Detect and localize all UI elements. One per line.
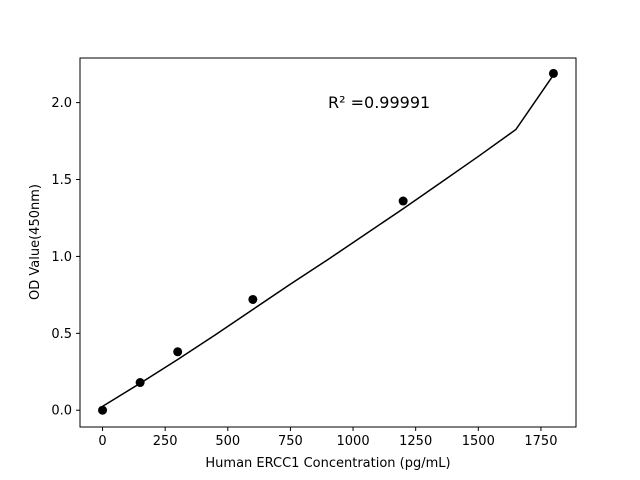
y-axis-label: OD Value(450nm) [28,184,43,300]
data-point [173,347,183,357]
y-tick-label: 2.0 [51,96,72,111]
data-point [248,294,258,304]
y-axis-ticks: 0.0 0.5 1.0 1.5 2.0 [51,96,80,419]
x-tick-label: 1750 [524,434,557,449]
x-tick-label: 0 [98,434,106,449]
x-tick-label: 500 [215,434,240,449]
y-tick-label: 1.0 [51,250,72,265]
data-point [98,405,108,415]
x-tick-label: 1000 [337,434,370,449]
y-tick-label: 0.0 [51,404,72,419]
x-tick-label: 1500 [462,434,495,449]
x-axis-label: Human ERCC1 Concentration (pg/mL) [205,456,450,471]
x-tick-label: 250 [153,434,178,449]
r-squared-annotation: R² =0.99991 [328,93,430,112]
y-tick-label: 1.5 [51,173,72,188]
data-point [398,196,408,206]
y-tick-label: 0.5 [51,327,72,342]
fit-line-layer [102,74,555,408]
x-axis-ticks: 0 250 500 750 1000 1250 1500 1750 [98,427,557,449]
x-tick-label: 750 [278,434,303,449]
fit-curve [102,74,555,408]
data-point [548,68,558,78]
data-point [135,378,145,388]
plot-area-frame [79,57,577,428]
x-tick-label: 1250 [399,434,432,449]
data-points-layer [98,68,558,415]
